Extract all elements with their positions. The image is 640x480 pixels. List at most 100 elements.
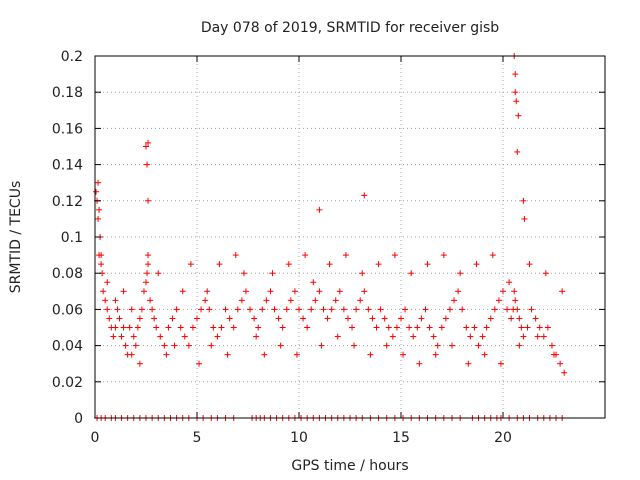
y-tick-label: 0.2 [61, 49, 83, 65]
data-point [383, 342, 390, 349]
data-point [542, 270, 549, 277]
data-point [316, 288, 323, 295]
data-point [455, 288, 462, 295]
data-point [144, 161, 151, 168]
x-tick-label: 10 [290, 430, 308, 446]
data-point [336, 288, 343, 295]
data-point [479, 333, 486, 340]
data-point [98, 252, 105, 259]
data-point [104, 279, 111, 286]
data-point [369, 315, 376, 322]
data-point [145, 139, 152, 146]
data-point [506, 279, 513, 286]
data-point [353, 306, 360, 313]
data-point [240, 270, 247, 277]
data-point [375, 261, 382, 268]
data-point [532, 315, 539, 322]
data-point [408, 270, 415, 277]
data-point [442, 315, 449, 322]
data-point [226, 315, 233, 322]
data-points [93, 53, 568, 421]
data-point [138, 306, 145, 313]
data-point [104, 306, 111, 313]
data-point [126, 324, 133, 331]
data-point [400, 351, 407, 358]
data-point [544, 324, 551, 331]
data-point [165, 324, 172, 331]
data-point [128, 351, 135, 358]
x-axis-label: GPS time / hours [291, 458, 408, 474]
data-point [304, 324, 311, 331]
data-point [367, 351, 374, 358]
x-tick-labels: 0 5 10 15 20 [91, 430, 512, 446]
data-point [521, 215, 528, 222]
data-point [169, 315, 176, 322]
data-point [145, 197, 152, 204]
data-point [263, 297, 270, 304]
data-point [389, 333, 396, 340]
x-tick-label: 15 [392, 430, 410, 446]
data-point [557, 360, 564, 367]
y-tick-label: 0.04 [52, 339, 83, 355]
data-point [143, 143, 149, 150]
data-point [285, 261, 292, 268]
data-point [475, 342, 482, 349]
data-point [214, 333, 221, 340]
data-point [559, 288, 566, 295]
data-point [528, 306, 535, 313]
data-point [520, 197, 527, 204]
data-point [112, 297, 119, 304]
y-tick-label: 0.1 [61, 230, 83, 246]
y-tick-label: 0 [74, 411, 83, 427]
data-point [234, 306, 241, 313]
data-point [93, 188, 100, 195]
data-point [324, 315, 331, 322]
data-point [181, 333, 188, 340]
data-point [438, 324, 445, 331]
data-point [96, 206, 103, 213]
data-point [473, 261, 480, 268]
data-point [185, 342, 192, 349]
data-point [487, 315, 494, 322]
data-point [457, 270, 464, 277]
data-point [416, 360, 423, 367]
data-point [114, 306, 121, 313]
data-point [194, 315, 200, 322]
y-tick-label: 0.02 [52, 375, 83, 391]
data-point [153, 324, 160, 331]
data-point [446, 306, 453, 313]
x-tick-label: 0 [91, 430, 100, 446]
data-point [253, 333, 260, 340]
data-point [238, 297, 245, 304]
data-point [514, 148, 521, 155]
data-point [520, 333, 527, 340]
data-point [255, 324, 262, 331]
data-point [512, 297, 519, 304]
y-tick-label: 0.06 [52, 302, 83, 318]
x-tick-label: 20 [494, 430, 512, 446]
data-point [551, 351, 557, 358]
axis-ticks [94, 55, 605, 419]
data-point [332, 297, 339, 304]
data-point [259, 306, 266, 313]
data-point [310, 279, 317, 286]
data-point [514, 306, 521, 313]
data-point [173, 306, 180, 313]
data-point [465, 360, 472, 367]
y-axis-label: SRMTID / TECUs [8, 181, 24, 294]
data-point [516, 342, 523, 349]
data-point [440, 252, 447, 259]
data-point [316, 206, 323, 213]
y-tick-label: 0.16 [52, 121, 83, 137]
data-point [100, 288, 107, 295]
data-point [216, 261, 223, 268]
data-point [118, 333, 125, 340]
data-point [102, 297, 109, 304]
data-point [398, 315, 404, 322]
data-point [483, 324, 490, 331]
data-point [134, 324, 141, 331]
data-point [120, 324, 127, 331]
data-point [210, 324, 217, 331]
data-point [222, 306, 229, 313]
data-point [373, 324, 380, 331]
